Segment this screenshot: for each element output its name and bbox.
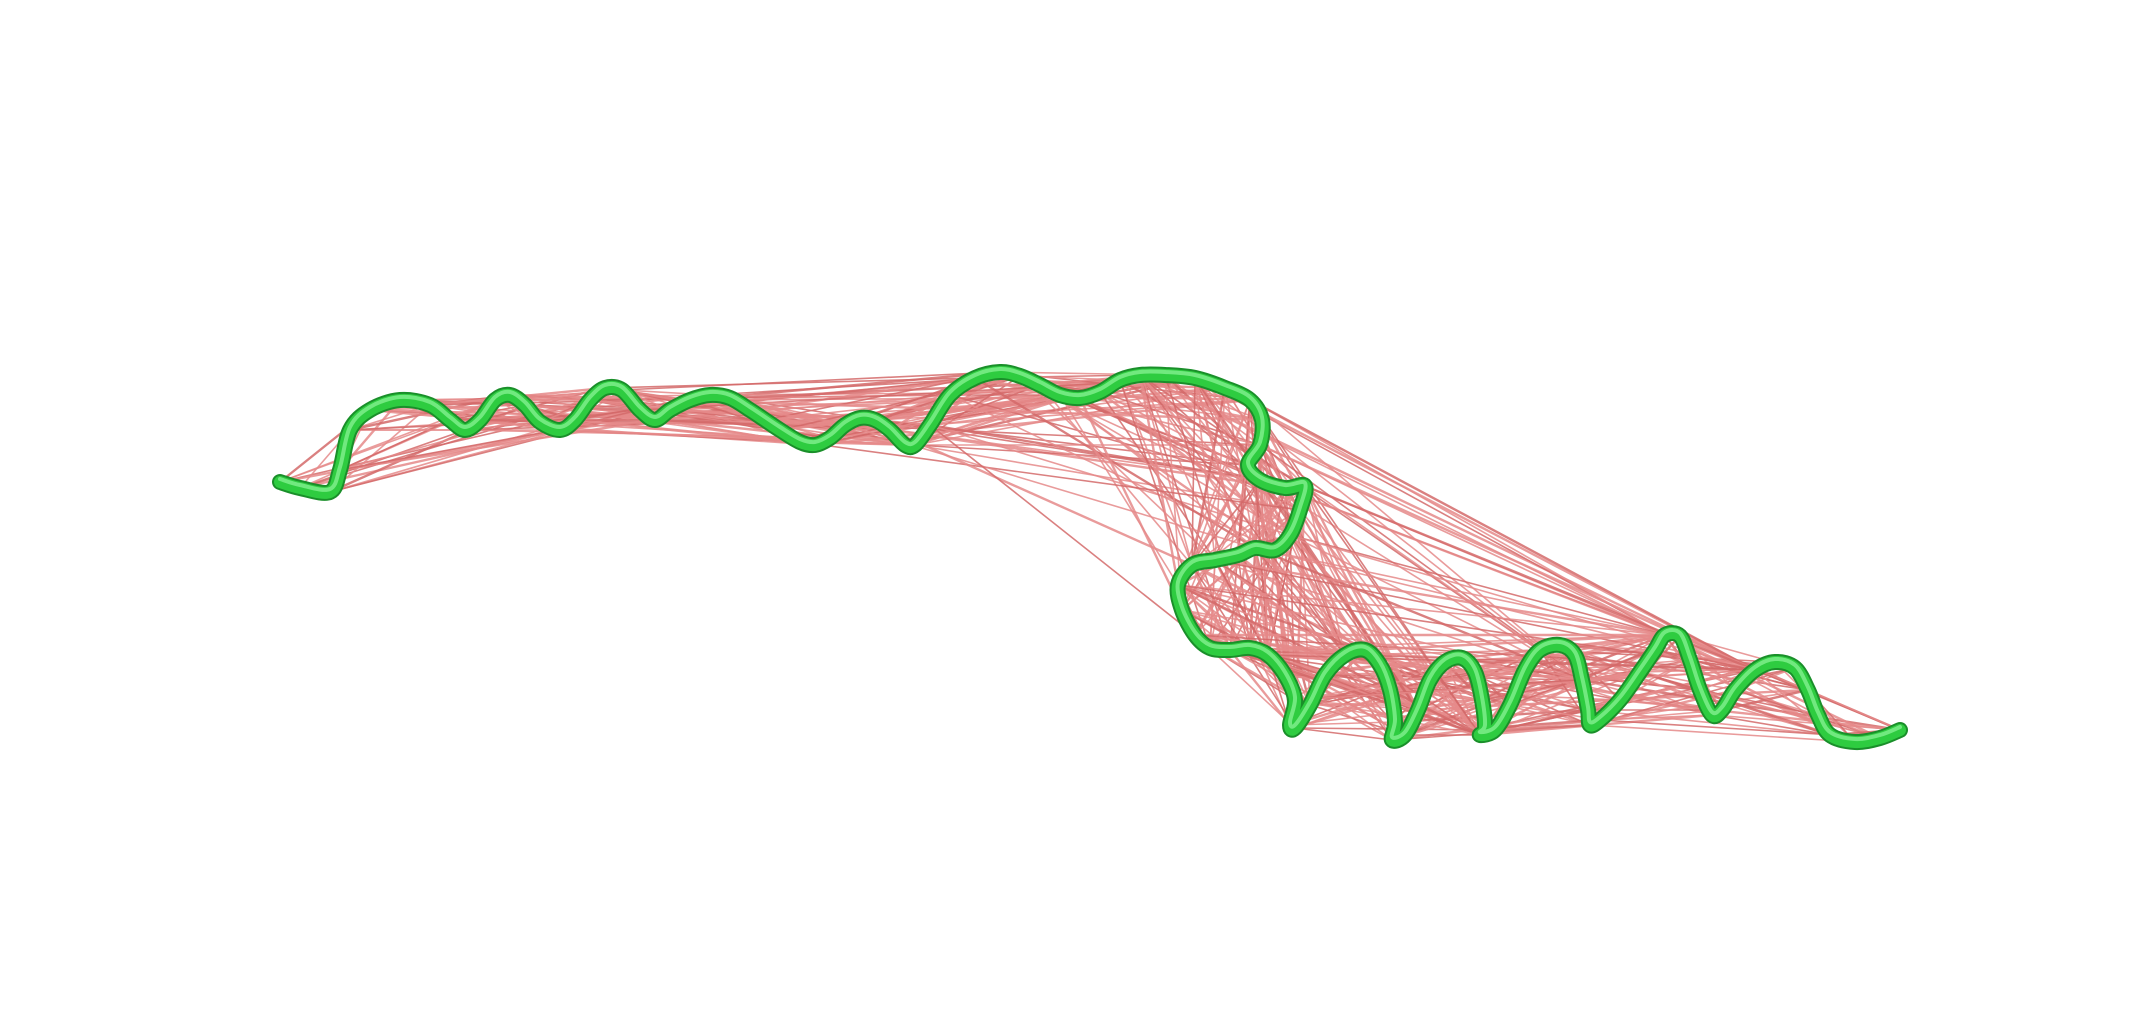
contact-line: [1304, 485, 1481, 736]
contact-line: [844, 424, 1261, 446]
contact-line: [279, 421, 541, 483]
contact-line: [1194, 634, 1756, 671]
contact-line: [779, 375, 1021, 431]
contact-line: [1191, 564, 1346, 656]
contact-line: [1734, 689, 1881, 739]
contact-line: [1807, 689, 1901, 731]
contact-line: [1191, 399, 1251, 566]
contact-line: [1254, 547, 1481, 736]
contact-line: [1259, 479, 1583, 681]
contact-line: [1224, 387, 1256, 549]
contact-line: [299, 429, 466, 489]
contact-line: [949, 394, 1276, 551]
contact-line: [329, 404, 431, 493]
contact-line: [339, 418, 656, 472]
contact-line: [1214, 559, 1756, 671]
contact-line: [914, 444, 1301, 511]
contact-line: [929, 424, 1196, 636]
contact-line: [1177, 584, 1583, 681]
contact-line: [1139, 373, 1756, 672]
contact-line: [1229, 649, 1291, 726]
contact-line: [1249, 398, 1756, 672]
contact-line: [1254, 547, 1666, 636]
contact-line: [1249, 399, 1666, 636]
contact-line: [1191, 485, 1306, 566]
contact-line: [1119, 379, 1193, 566]
contact-line: [1294, 727, 1393, 741]
contact-line: [1444, 661, 1481, 736]
contact-line: [799, 441, 1301, 511]
contact-line: [574, 418, 816, 447]
contact-line: [1303, 485, 1420, 711]
contact-line: [889, 428, 1193, 567]
contact-line: [749, 376, 976, 412]
contact-line: [1177, 584, 1666, 636]
contact-line: [1194, 377, 1346, 656]
contact-line: [1711, 714, 1901, 731]
contact-line: [1139, 374, 1269, 656]
contact-line: [1138, 374, 1180, 586]
contact-line: [1139, 374, 1346, 656]
contact-line: [749, 409, 1261, 481]
contact-line: [689, 397, 1081, 401]
contact-line: [1191, 479, 1261, 566]
contact-line: [1139, 374, 1193, 566]
contact-line: [621, 371, 1001, 391]
contact-line: [1639, 671, 1736, 691]
contact-line: [689, 398, 1263, 422]
contact-line: [1267, 633, 1666, 657]
contact-line: [1589, 724, 1856, 743]
contact-line: [1289, 534, 1666, 636]
contact-line: [1664, 633, 1881, 740]
contact-line: [654, 419, 801, 443]
contact-line: [1059, 394, 1179, 586]
contact-line: [1214, 558, 1666, 637]
contact-line: [889, 384, 1041, 431]
contact-line: [1509, 688, 1809, 707]
contact-lines: [279, 370, 1901, 744]
contact-line: [1254, 547, 1346, 656]
backbone-tube: [272, 363, 1908, 751]
contact-line: [1164, 374, 1286, 489]
contact-line: [1711, 714, 1831, 736]
backbone-highlight: [278, 366, 1902, 742]
contact-line: [1078, 397, 1184, 611]
contact-line: [1581, 679, 1713, 716]
contact-line: [1599, 714, 1713, 721]
contact-line: [1164, 374, 1291, 536]
